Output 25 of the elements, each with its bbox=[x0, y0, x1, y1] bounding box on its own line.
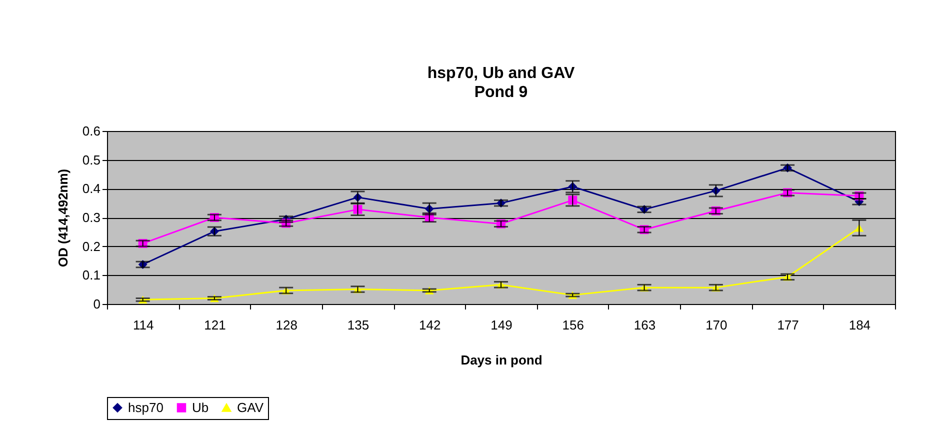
x-tick-label: 177 bbox=[777, 318, 799, 332]
y-tick-label: 0.3 bbox=[82, 210, 100, 225]
x-tick-label: 142 bbox=[419, 318, 441, 332]
legend-label: hsp70 bbox=[128, 400, 164, 415]
y-tick-label: 0.4 bbox=[82, 181, 100, 196]
x-tick-label: 163 bbox=[634, 318, 656, 332]
legend-label: GAV bbox=[237, 400, 264, 415]
x-tick-label: 128 bbox=[276, 318, 298, 332]
x-tick-label: 170 bbox=[706, 318, 728, 332]
y-tick-label: 0.6 bbox=[82, 124, 100, 138]
x-tick-label: 184 bbox=[848, 318, 871, 332]
x-axis-title: Days in pond bbox=[460, 352, 542, 368]
x-tick-label: 135 bbox=[347, 318, 370, 332]
y-tick-label: 0.2 bbox=[82, 238, 100, 254]
chart-subtitle: Pond 9 bbox=[474, 84, 528, 101]
legend-label: Ub bbox=[192, 400, 209, 415]
y-tick-label: 0.5 bbox=[82, 152, 100, 168]
y-tick-label: 0 bbox=[93, 296, 100, 312]
x-tick-label: 114 bbox=[132, 318, 154, 332]
x-tick-label: 121 bbox=[204, 318, 226, 332]
y-tick-label: 0.1 bbox=[82, 268, 100, 283]
chart-title: hsp70, Ub and GAV bbox=[427, 65, 575, 82]
x-tick-label: 156 bbox=[562, 318, 584, 332]
x-tick-label: 149 bbox=[490, 318, 512, 332]
y-axis-title: OD (414,492nm) bbox=[55, 168, 70, 268]
